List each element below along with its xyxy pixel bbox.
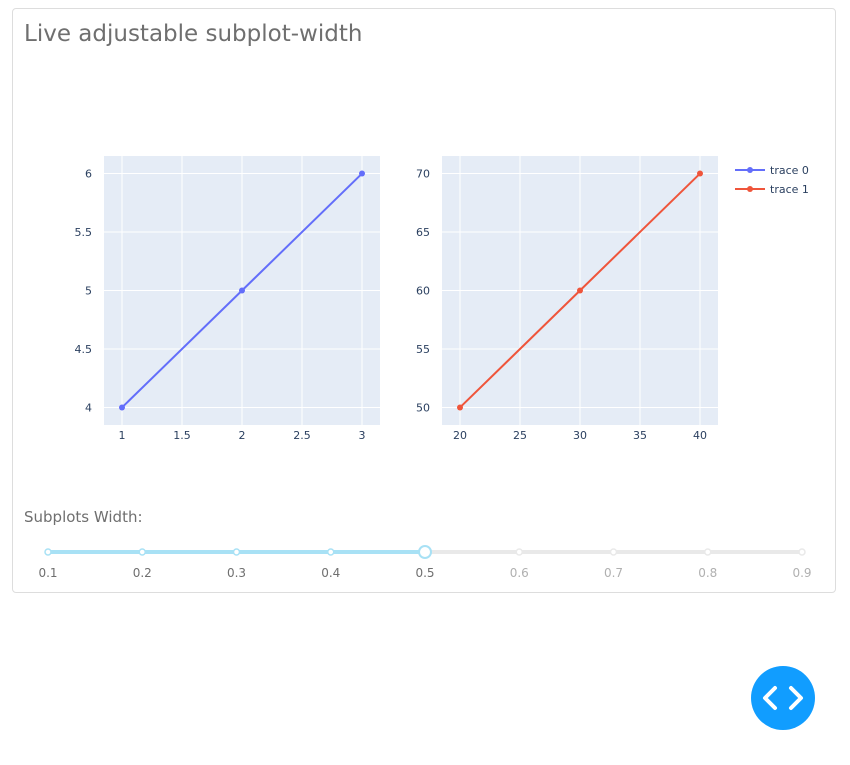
- slider-mark-label: 0.5: [415, 566, 434, 580]
- data-point: [239, 287, 245, 294]
- data-point: [577, 287, 583, 294]
- x-tick-label: 1: [119, 429, 126, 442]
- data-point: [359, 170, 365, 177]
- slider-dot: [327, 548, 335, 556]
- slider-dot: [138, 548, 146, 556]
- page-title: Live adjustable subplot-width: [24, 21, 363, 47]
- y-tick-label: 6: [85, 168, 92, 181]
- slider-mark-label: 0.2: [133, 566, 152, 580]
- code-toggle-button[interactable]: [751, 666, 815, 730]
- slider-dot: [704, 548, 712, 556]
- x-tick-label: 40: [693, 429, 707, 442]
- slider-mark-label: 0.8: [698, 566, 717, 580]
- x-tick-label: 35: [633, 429, 647, 442]
- slider-label: Subplots Width:: [24, 508, 143, 526]
- data-point: [119, 404, 125, 411]
- slider-mark-label: 0.7: [604, 566, 623, 580]
- slider-dot: [515, 548, 523, 556]
- slider-dot: [232, 548, 241, 556]
- subplot-width-slider[interactable]: 0.1 0.2 0.3 0.4 0.5 0.6 0.7 0.8 0.9: [13, 531, 835, 611]
- slider-handle[interactable]: [418, 545, 432, 559]
- x-tick-label: 30: [573, 429, 587, 442]
- y-tick-label: 70: [416, 168, 430, 181]
- slider-mark-label: 0.9: [792, 566, 811, 580]
- slider-mark-label: 0.3: [227, 566, 246, 580]
- slider-mark-label: 0.4: [321, 566, 340, 580]
- slider-mark-label: 0.6: [510, 566, 529, 580]
- slider-dot: [609, 548, 618, 556]
- code-icon: [763, 686, 803, 710]
- y-tick-label: 60: [416, 285, 430, 298]
- slider-mark-label: 0.1: [38, 566, 57, 580]
- slider-dot: [798, 548, 806, 556]
- legend-marker: [747, 167, 753, 173]
- y-tick-label: 4: [85, 401, 92, 414]
- subplot-2: 20 25 30 35 40 50 55 60 65 70: [416, 156, 718, 442]
- subplot-figure[interactable]: 1 1.5 2 2.5 3 4 4.5 5 5.5 6 20 25 30 35 40 50 55 60 65 70 tr…: [13, 9, 835, 489]
- legend-label: trace 1: [770, 183, 809, 196]
- x-tick-label: 25: [513, 429, 527, 442]
- slider-dot: [44, 548, 52, 556]
- y-tick-label: 55: [416, 343, 430, 356]
- y-tick-label: 5: [85, 285, 92, 298]
- x-tick-label: 20: [453, 429, 467, 442]
- x-tick-label: 3: [359, 429, 366, 442]
- legend: trace 0 trace 1: [735, 164, 809, 196]
- y-tick-label: 5.5: [75, 226, 93, 239]
- data-point: [457, 404, 463, 411]
- y-tick-label: 50: [416, 401, 430, 414]
- y-tick-label: 65: [416, 226, 430, 239]
- subplot-1: 1 1.5 2 2.5 3 4 4.5 5 5.5 6: [75, 156, 380, 442]
- x-tick-label: 2.5: [293, 429, 311, 442]
- legend-marker: [747, 186, 753, 192]
- data-point: [697, 170, 703, 177]
- y-tick-label: 4.5: [75, 343, 93, 356]
- legend-label: trace 0: [770, 164, 809, 177]
- x-tick-label: 1.5: [173, 429, 191, 442]
- x-tick-label: 2: [239, 429, 246, 442]
- app-card: Live adjustable subplot-width 1 1.5 2 2.5 3 4…: [12, 8, 836, 593]
